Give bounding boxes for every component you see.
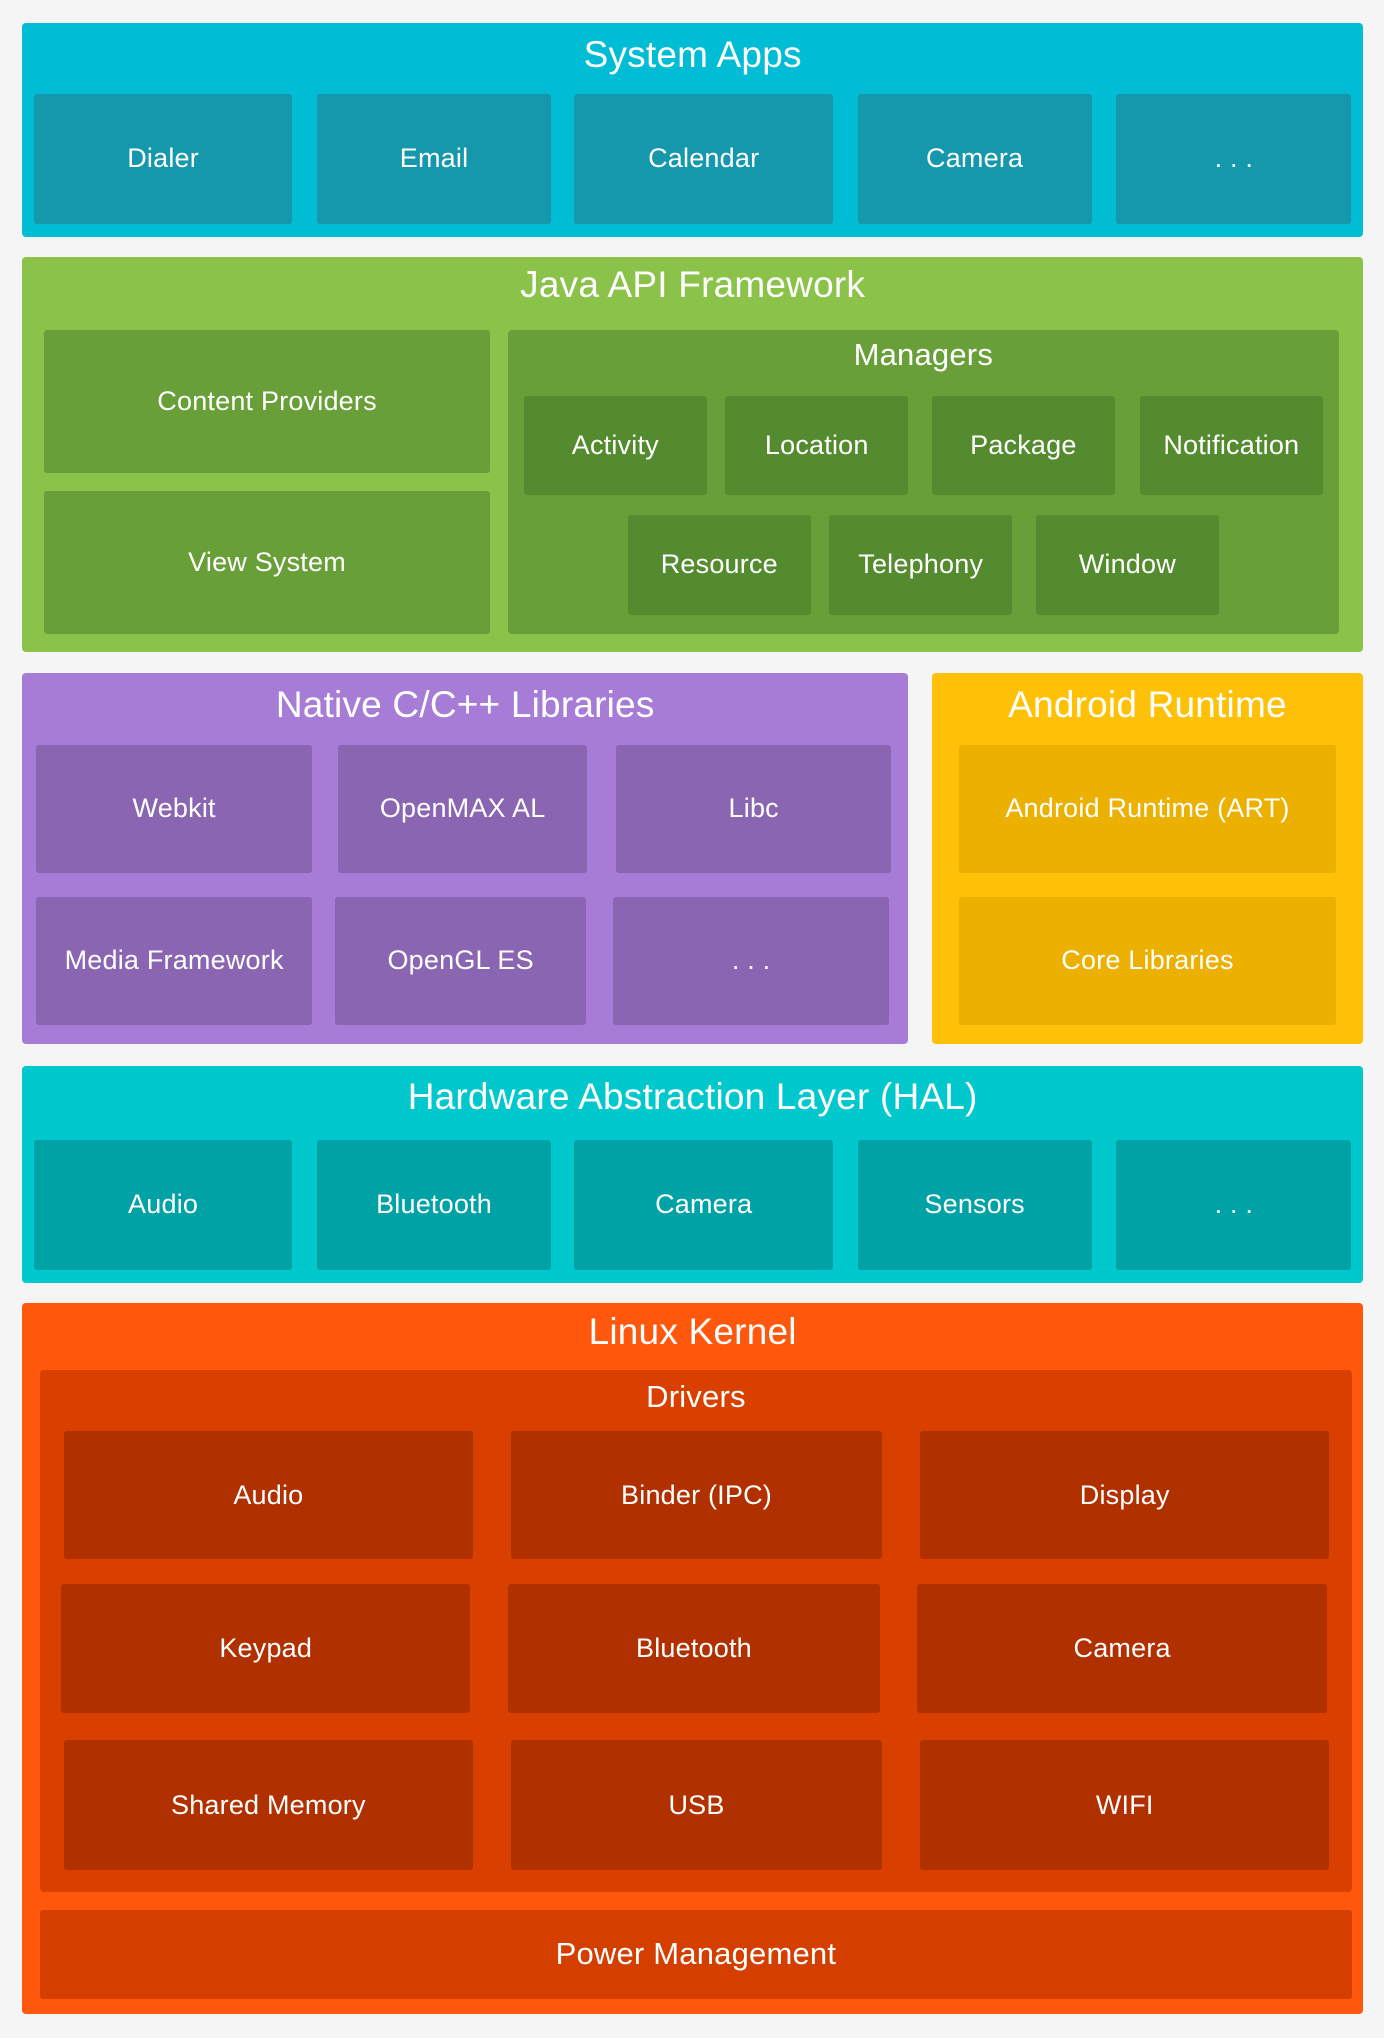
manager-telephony: Telephony xyxy=(829,514,1013,615)
drivers-title: Drivers xyxy=(646,1378,746,1414)
app-more: . . . xyxy=(1116,93,1352,224)
driver-shared-memory: Shared Memory xyxy=(63,1740,474,1870)
app-email: Email xyxy=(317,93,551,224)
driver-binder-ipc: Binder (IPC) xyxy=(510,1430,883,1560)
hal-title: Hardware Abstraction Layer (HAL) xyxy=(407,1076,978,1117)
system-apps-title: System Apps xyxy=(583,33,802,75)
driver-display: Display xyxy=(920,1430,1330,1560)
manager-notification: Notification xyxy=(1139,396,1323,496)
managers-title: Managers xyxy=(853,336,994,372)
manager-package: Package xyxy=(931,396,1115,496)
driver-audio: Audio xyxy=(63,1430,474,1560)
manager-window: Window xyxy=(1035,514,1219,615)
app-camera: Camera xyxy=(857,93,1092,224)
manager-resource: Resource xyxy=(627,514,811,615)
driver-usb: USB xyxy=(510,1740,883,1870)
view-system: View System xyxy=(44,491,490,635)
library-openmax-al: OpenMAX AL xyxy=(337,744,588,874)
hal-more: . . . xyxy=(1116,1139,1352,1270)
runtime-art: Android Runtime (ART) xyxy=(959,744,1336,874)
hal-sensors: Sensors xyxy=(857,1139,1092,1270)
library-more: . . . xyxy=(613,896,889,1026)
driver-wifi: WIFI xyxy=(920,1740,1330,1870)
library-libc: Libc xyxy=(615,744,892,874)
manager-activity: Activity xyxy=(523,396,707,496)
library-webkit: Webkit xyxy=(36,744,312,874)
hal-audio: Audio xyxy=(33,1139,293,1270)
driver-keypad: Keypad xyxy=(61,1584,471,1713)
app-dialer: Dialer xyxy=(33,93,293,224)
android-runtime-title: Android Runtime xyxy=(1008,683,1287,725)
library-opengl-es: OpenGL ES xyxy=(335,896,587,1026)
java-api-title: Java API Framework xyxy=(520,263,866,305)
native-libraries-title: Native C/C++ Libraries xyxy=(275,683,655,725)
runtime-core-libraries: Core Libraries xyxy=(959,896,1336,1026)
app-calendar: Calendar xyxy=(574,93,833,224)
content-providers: Content Providers xyxy=(44,330,490,474)
hal-camera: Camera xyxy=(574,1139,833,1270)
hal-bluetooth: Bluetooth xyxy=(317,1139,551,1270)
manager-location: Location xyxy=(725,396,909,496)
library-media-framework: Media Framework xyxy=(36,896,312,1026)
driver-camera: Camera xyxy=(917,1584,1327,1713)
power-management: Power Management xyxy=(40,1910,1352,1999)
linux-kernel-title: Linux Kernel xyxy=(588,1311,797,1353)
driver-bluetooth: Bluetooth xyxy=(508,1584,880,1713)
